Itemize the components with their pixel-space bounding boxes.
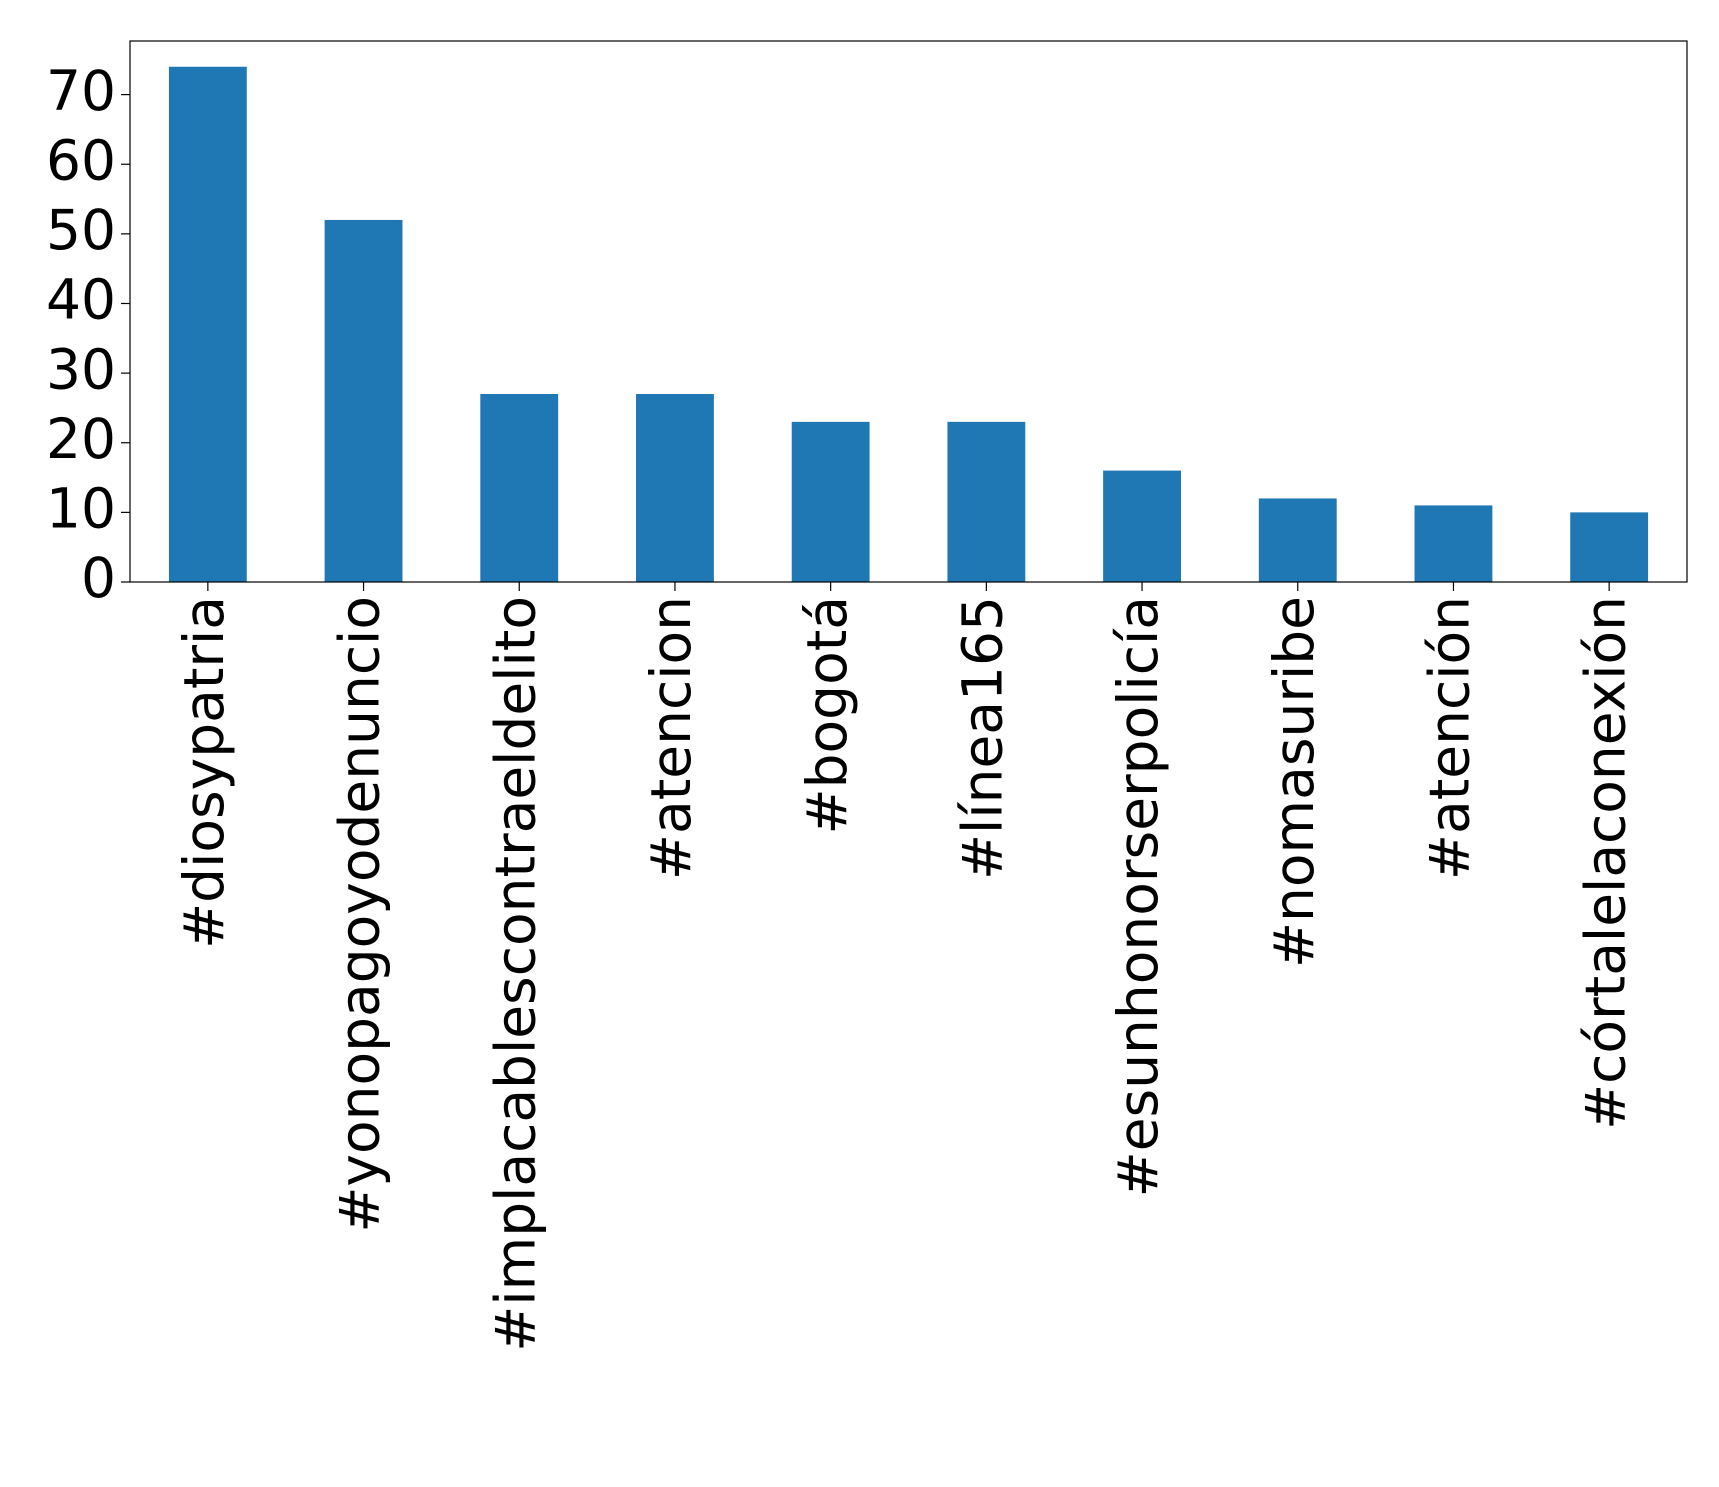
x-tick-label: #nomasuribe bbox=[1262, 596, 1326, 968]
y-tick-label: 50 bbox=[46, 198, 116, 262]
x-tick-label: #esunhonorserpolicía bbox=[1106, 596, 1170, 1197]
bar bbox=[1103, 470, 1181, 582]
y-tick-label: 10 bbox=[46, 477, 116, 541]
x-tick-label: #línea165 bbox=[950, 596, 1014, 880]
bar bbox=[947, 421, 1026, 582]
x-tick-label: #yonopagoyodenuncio bbox=[328, 596, 392, 1233]
plot-frame bbox=[129, 40, 1688, 583]
x-tick-label: #implacablescontraeldelito bbox=[483, 596, 547, 1352]
x-tick-label: #atención bbox=[1418, 596, 1482, 880]
bar bbox=[791, 421, 870, 582]
bar bbox=[636, 394, 714, 582]
y-tick-label: 60 bbox=[46, 128, 116, 192]
bar bbox=[1414, 505, 1493, 582]
y-tick-label: 0 bbox=[81, 546, 116, 610]
y-tick-label: 40 bbox=[46, 268, 116, 332]
x-tick-label: #córtalelaconexión bbox=[1573, 596, 1637, 1130]
x-tick-label: #atencion bbox=[639, 596, 703, 880]
x-tick-label: #diosypatria bbox=[172, 596, 236, 949]
bar bbox=[324, 219, 403, 582]
y-tick-label: 20 bbox=[46, 407, 116, 471]
bar bbox=[480, 394, 559, 582]
y-tick-label: 70 bbox=[46, 59, 116, 123]
bar bbox=[1570, 512, 1649, 582]
x-tick-label: #bogotá bbox=[795, 596, 859, 834]
bar bbox=[1258, 498, 1337, 582]
y-tick-label: 30 bbox=[46, 337, 116, 401]
bar bbox=[168, 66, 247, 582]
